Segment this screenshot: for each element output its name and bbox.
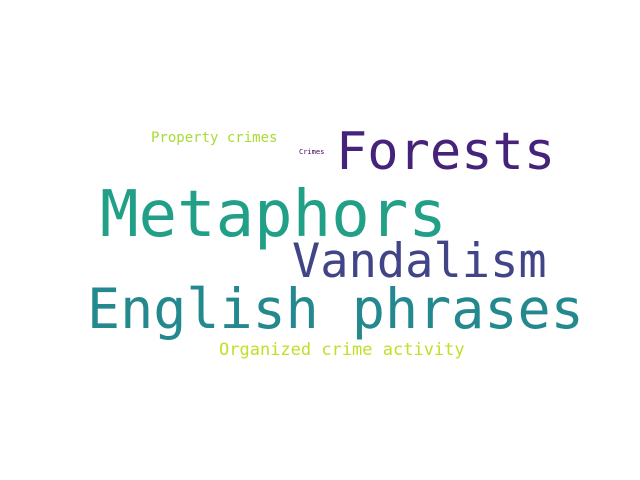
word-crimes: Crimes (299, 148, 325, 156)
word-vandalism: Vandalism (292, 234, 547, 289)
word-english-phrases: English phrases (87, 277, 584, 341)
word-property-crimes: Property crimes (151, 130, 278, 146)
word-organized-crime-activity: Organized crime activity (219, 340, 465, 360)
word-metaphors: Metaphors (100, 178, 447, 252)
word-forests: Forests (336, 122, 556, 182)
